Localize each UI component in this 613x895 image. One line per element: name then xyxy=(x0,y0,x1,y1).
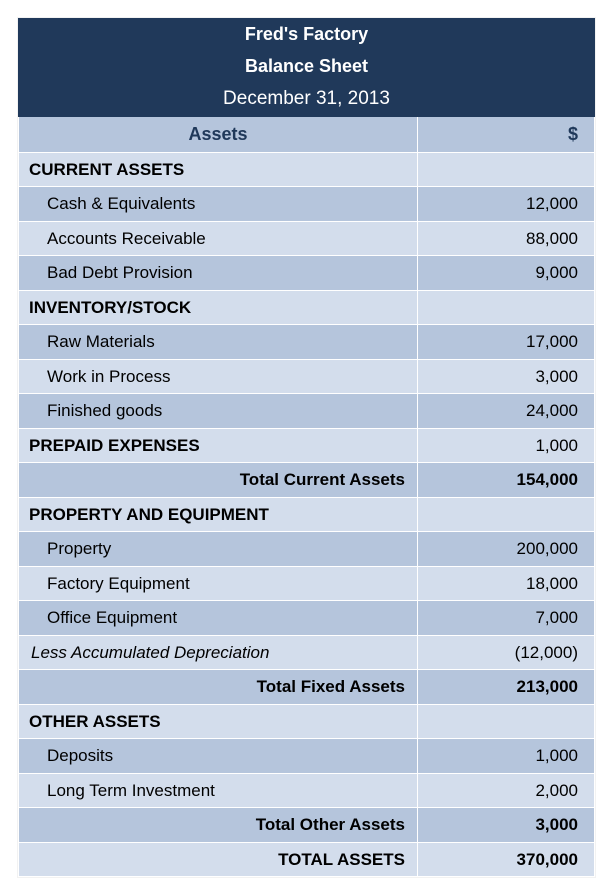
row-label: Bad Debt Provision xyxy=(19,256,418,291)
row-value: 24,000 xyxy=(418,394,595,429)
row-label: Office Equipment xyxy=(19,601,418,636)
row-label: PREPAID EXPENSES xyxy=(19,428,418,463)
header-company-row: Fred's Factory xyxy=(19,19,595,51)
row-label: TOTAL ASSETS xyxy=(19,842,418,877)
balance-sheet-table: Fred's Factory Balance Sheet December 31… xyxy=(18,18,595,877)
row-value: 1,000 xyxy=(418,428,595,463)
row-label: PROPERTY AND EQUIPMENT xyxy=(19,497,418,532)
report-name: Balance Sheet xyxy=(19,51,595,83)
table-row: OTHER ASSETS xyxy=(19,704,595,739)
table-row: Deposits1,000 xyxy=(19,739,595,774)
table-row: PREPAID EXPENSES1,000 xyxy=(19,428,595,463)
row-label: Deposits xyxy=(19,739,418,774)
row-value: 7,000 xyxy=(418,601,595,636)
row-label: INVENTORY/STOCK xyxy=(19,290,418,325)
row-value xyxy=(418,704,595,739)
row-value xyxy=(418,152,595,187)
row-label: Finished goods xyxy=(19,394,418,429)
row-value: 213,000 xyxy=(418,670,595,705)
table-row: Property200,000 xyxy=(19,532,595,567)
column-header-row: Assets $ xyxy=(19,116,595,152)
table-row: Total Current Assets154,000 xyxy=(19,463,595,498)
row-label: Accounts Receivable xyxy=(19,221,418,256)
row-value: 9,000 xyxy=(418,256,595,291)
table-row: Factory Equipment18,000 xyxy=(19,566,595,601)
column-value: $ xyxy=(418,116,595,152)
row-value: 3,000 xyxy=(418,359,595,394)
row-label: CURRENT ASSETS xyxy=(19,152,418,187)
row-value: 17,000 xyxy=(418,325,595,360)
table-row: Cash & Equivalents12,000 xyxy=(19,187,595,222)
row-label: Less Accumulated Depreciation xyxy=(19,635,418,670)
row-value: 12,000 xyxy=(418,187,595,222)
table-row: Less Accumulated Depreciation(12,000) xyxy=(19,635,595,670)
table-row: TOTAL ASSETS370,000 xyxy=(19,842,595,877)
row-label: Work in Process xyxy=(19,359,418,394)
row-value: 1,000 xyxy=(418,739,595,774)
report-date: December 31, 2013 xyxy=(19,83,595,117)
table-row: CURRENT ASSETS xyxy=(19,152,595,187)
row-label: Long Term Investment xyxy=(19,773,418,808)
table-row: Office Equipment7,000 xyxy=(19,601,595,636)
row-value: 18,000 xyxy=(418,566,595,601)
row-value xyxy=(418,497,595,532)
table-row: Raw Materials17,000 xyxy=(19,325,595,360)
table-row: Long Term Investment2,000 xyxy=(19,773,595,808)
row-label: Property xyxy=(19,532,418,567)
row-value: 3,000 xyxy=(418,808,595,843)
header-report-row: Balance Sheet xyxy=(19,51,595,83)
row-label: Total Other Assets xyxy=(19,808,418,843)
row-label: Cash & Equivalents xyxy=(19,187,418,222)
row-value: 88,000 xyxy=(418,221,595,256)
row-label: Factory Equipment xyxy=(19,566,418,601)
row-value: 154,000 xyxy=(418,463,595,498)
table-row: INVENTORY/STOCK xyxy=(19,290,595,325)
table-row: Finished goods24,000 xyxy=(19,394,595,429)
row-value: 370,000 xyxy=(418,842,595,877)
row-label: OTHER ASSETS xyxy=(19,704,418,739)
company-name: Fred's Factory xyxy=(19,19,595,51)
table-row: Bad Debt Provision9,000 xyxy=(19,256,595,291)
header-date-row: December 31, 2013 xyxy=(19,83,595,117)
table-row: Work in Process3,000 xyxy=(19,359,595,394)
row-value xyxy=(418,290,595,325)
table-row: Accounts Receivable88,000 xyxy=(19,221,595,256)
row-label: Total Fixed Assets xyxy=(19,670,418,705)
row-value: 2,000 xyxy=(418,773,595,808)
row-value: (12,000) xyxy=(418,635,595,670)
table-row: Total Other Assets3,000 xyxy=(19,808,595,843)
table-row: PROPERTY AND EQUIPMENT xyxy=(19,497,595,532)
row-label: Total Current Assets xyxy=(19,463,418,498)
row-value: 200,000 xyxy=(418,532,595,567)
column-label: Assets xyxy=(19,116,418,152)
table-row: Total Fixed Assets213,000 xyxy=(19,670,595,705)
row-label: Raw Materials xyxy=(19,325,418,360)
